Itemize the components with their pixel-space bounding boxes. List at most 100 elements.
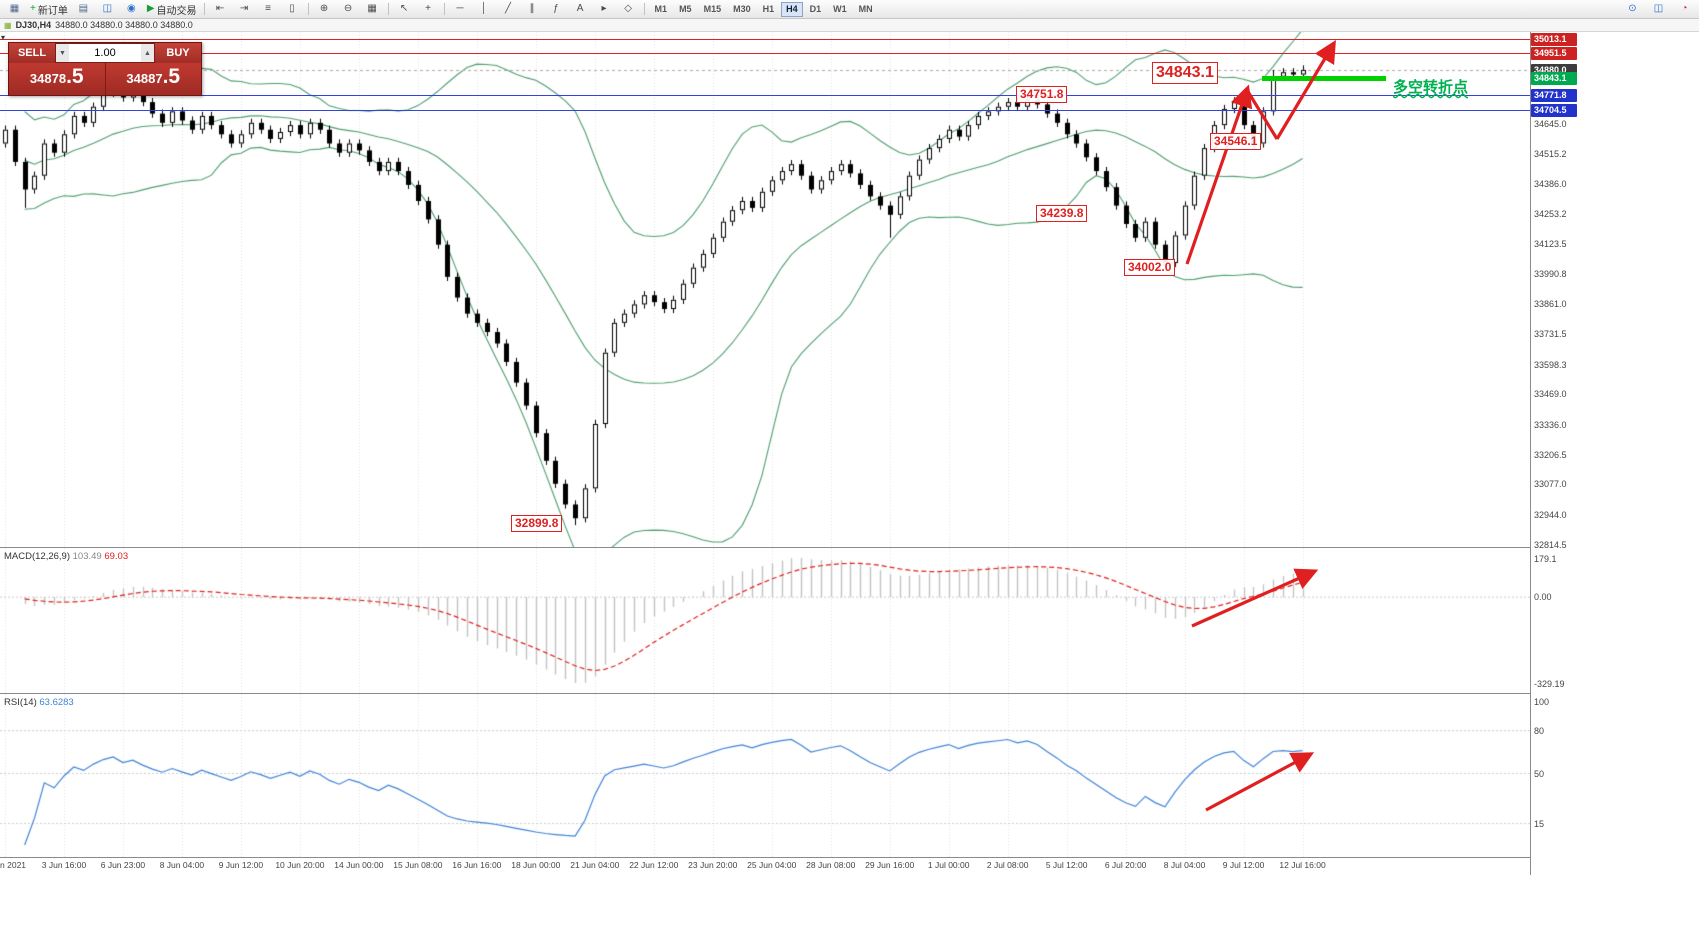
price-axis [1530, 32, 1699, 875]
rsi-panel-canvas[interactable] [0, 694, 1530, 857]
horizontal-line-button[interactable]: ─ [449, 1, 472, 18]
shapes-button[interactable]: ◇ [617, 1, 640, 18]
toolbar-separator [387, 3, 389, 15]
volume-increase-button[interactable]: ▲ [141, 44, 154, 62]
accounts-button[interactable]: ◫ [1647, 1, 1670, 18]
timeframe-m1-button[interactable]: M1 [654, 3, 668, 14]
auto-trading-label: 自动交易 [156, 5, 197, 17]
indent-left-icon: ⇤ [215, 3, 225, 14]
new-order-button[interactable]: + 新订单 [27, 1, 71, 18]
price-annotation[interactable]: 34751.8 [1016, 86, 1068, 103]
profiles-button[interactable]: ◫ [96, 1, 119, 18]
channel-button[interactable]: ∥ [521, 1, 544, 18]
one-click-collapse-icon[interactable]: ▾ [1, 33, 6, 42]
rsi-panel-resize-handle[interactable] [0, 693, 1699, 694]
buy-button[interactable]: BUY [155, 43, 201, 63]
indent-left-button[interactable]: ⇤ [209, 1, 232, 18]
price-tick: 34645.0 [1534, 118, 1567, 129]
shapes-icon: ◇ [624, 3, 632, 14]
zoom-out-button[interactable]: ⊖ [337, 1, 360, 18]
macd-panel-canvas[interactable] [0, 548, 1530, 693]
price-annotation[interactable]: 34546.1 [1210, 133, 1262, 150]
time-label: 21 Jun 04:00 [570, 860, 620, 870]
search-icon: ⊙ [1628, 3, 1637, 14]
rsi-level-label: 50 [1534, 768, 1545, 779]
cursor-icon: ↖ [399, 3, 409, 14]
zoom-in-icon: ⊕ [319, 3, 329, 14]
zoom-in-button[interactable]: ⊕ [313, 1, 336, 18]
price-tick: 33206.5 [1534, 449, 1567, 460]
toolbar-separator [643, 3, 645, 15]
horizontal-line-object[interactable] [0, 53, 1530, 54]
candlestick-chart-button[interactable]: ▯ [281, 1, 304, 18]
sell-price-fraction: .5 [66, 65, 84, 88]
macd-panel-resize-handle[interactable] [0, 547, 1699, 548]
trendline-button[interactable]: ╱ [497, 1, 520, 18]
timeframe-h4-button[interactable]: H4 [781, 1, 803, 17]
price-tick: 33469.0 [1534, 389, 1567, 400]
fibonacci-button[interactable]: ƒ [545, 1, 568, 18]
time-label: 14 Jun 00:00 [334, 860, 384, 870]
search-button[interactable]: ⊙ [1621, 1, 1644, 18]
price-annotation[interactable]: 34843.1 [1152, 62, 1218, 84]
sell-price[interactable]: 34878 .5 [9, 63, 106, 95]
price-tick: 34386.0 [1534, 178, 1567, 189]
fibonacci-icon: ƒ [553, 3, 559, 14]
symbol-title: DJ30,H4 [15, 20, 52, 30]
zoom-out-icon: ⊖ [343, 3, 353, 14]
time-label: 28 Jun 08:00 [806, 860, 856, 870]
timeframe-m30-button[interactable]: M30 [733, 3, 751, 14]
bars-chart-button[interactable]: ≡ [257, 1, 280, 18]
ohlc-readout: 34880.0 34880.0 34880.0 34880.0 [55, 20, 193, 30]
text-tool-button[interactable]: A [569, 1, 592, 18]
pivot-green-line[interactable] [1262, 76, 1386, 82]
timeframe-m15-button[interactable]: M15 [703, 3, 722, 14]
horizontal-line-icon: ─ [456, 3, 464, 14]
horizontal-line-object[interactable] [0, 95, 1530, 96]
price-tick: 32814.5 [1534, 539, 1567, 550]
timeframe-mn-button[interactable]: MN [858, 3, 873, 14]
volume-decrease-button[interactable]: ▼ [56, 44, 69, 62]
macd-signal-value: 69.03 [104, 551, 129, 562]
price-marker: 34704.5 [1531, 104, 1577, 118]
chart-cascade-button[interactable]: ▤ [72, 1, 95, 18]
chart-cascade-icon: ▤ [78, 3, 89, 14]
new-chart-button[interactable]: ▦ [3, 1, 26, 18]
crosshair-button[interactable]: + [417, 1, 440, 18]
macd-main-value: 103.49 [72, 551, 102, 562]
timeframe-m5-button[interactable]: M5 [679, 3, 692, 14]
time-label: 29 Jun 16:00 [865, 860, 915, 870]
toolbar-button-group: ▦ + 新订单 ▤ ◫ ◉ ▶ 自动交易 ⇤ ⇥ ≡ ▯ ⊕ ⊖ ▦ ↖ + ─ │ ╱ ∥ ƒ A ▸ ◇ [3, 1, 648, 18]
buy-price[interactable]: 34887 .5 [106, 63, 202, 95]
time-label: 1 Jul 00:00 [927, 860, 970, 870]
toolbar-separator [203, 3, 205, 15]
sell-button[interactable]: SELL [9, 43, 55, 63]
timeframe-d1-button[interactable]: D1 [809, 3, 822, 14]
horizontal-line-object[interactable] [0, 110, 1530, 111]
market-watch-button[interactable]: ◉ [120, 1, 143, 18]
auto-trading-button[interactable]: ▶ 自动交易 [144, 1, 200, 18]
arrows-tool-icon: ▸ [601, 3, 607, 14]
chart-title-bar: ▦ DJ30,H4 34880.0 34880.0 34880.0 34880.… [0, 19, 1699, 32]
cursor-button[interactable]: ↖ [393, 1, 416, 18]
timeframe-h1-button[interactable]: H1 [762, 3, 775, 14]
indent-right-button[interactable]: ⇥ [233, 1, 256, 18]
timeframe-w1-button[interactable]: W1 [833, 3, 847, 14]
candlestick-chart-icon: ▯ [289, 3, 295, 14]
rsi-title: RSI(14) [4, 697, 37, 708]
bars-chart-icon: ≡ [265, 3, 271, 14]
vertical-line-button[interactable]: │ [473, 1, 496, 18]
price-annotation[interactable]: 34002.0 [1124, 259, 1176, 276]
price-annotation[interactable]: 32899.8 [511, 515, 563, 532]
horizontal-line-object[interactable] [0, 39, 1530, 40]
volume-input[interactable] [69, 44, 141, 62]
alerts-icon: ◔ [1681, 3, 1688, 14]
alerts-button[interactable]: ◔ [1673, 1, 1696, 18]
time-label: 18 Jun 00:00 [511, 860, 561, 870]
tile-windows-button[interactable]: ▦ [361, 1, 384, 18]
price-tick: 33731.5 [1534, 328, 1567, 339]
arrows-tool-button[interactable]: ▸ [593, 1, 616, 18]
time-label: 9 Jul 12:00 [1222, 860, 1265, 870]
price-marker: 35013.1 [1531, 33, 1577, 47]
price-annotation[interactable]: 34239.8 [1036, 205, 1088, 222]
